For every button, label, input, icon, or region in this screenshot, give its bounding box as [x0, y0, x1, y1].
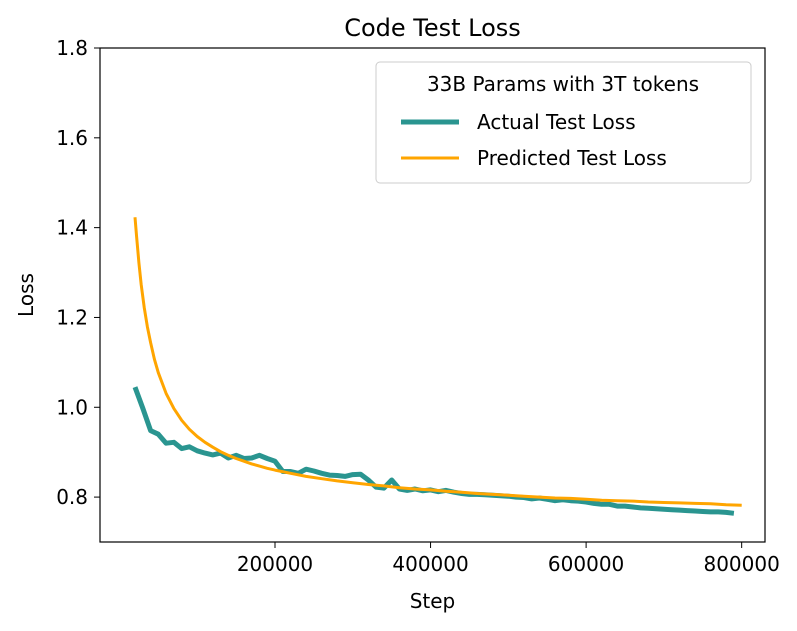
legend-box: [375, 61, 752, 184]
x-axis-ticks: 200000 400000 600000 800000: [237, 542, 780, 576]
x-tick-label: 800000: [703, 552, 779, 576]
legend-title: 33B Params with 3T tokens: [427, 72, 699, 96]
y-tick-label: 1.2: [56, 305, 88, 329]
y-tick-label: 0.8: [56, 485, 88, 509]
plot-area-frame: [99, 47, 766, 543]
series-line-actual: [132, 386, 735, 516]
chart-title: Code Test Loss: [344, 14, 521, 42]
y-tick-label: 1.0: [56, 395, 88, 419]
x-tick-label: 400000: [392, 552, 468, 576]
y-tick-label: 1.6: [56, 126, 88, 150]
y-tick-label: 1.4: [56, 216, 88, 240]
y-axis-title: Loss: [14, 273, 38, 317]
x-tick-label: 200000: [237, 552, 313, 576]
x-tick-label: 600000: [548, 552, 624, 576]
legend: 33B Params with 3T tokens Actual Test Lo…: [375, 61, 752, 184]
y-tick-label: 1.8: [56, 36, 88, 60]
y-axis-ticks: 0.8 1.0 1.2 1.4 1.6 1.8: [56, 36, 100, 509]
x-axis-title: Step: [410, 589, 456, 613]
series-line-predicted: [133, 217, 742, 507]
legend-label-actual: Actual Test Loss: [477, 110, 636, 134]
series-layer: [132, 217, 742, 516]
legend-label-predicted: Predicted Test Loss: [477, 146, 667, 170]
